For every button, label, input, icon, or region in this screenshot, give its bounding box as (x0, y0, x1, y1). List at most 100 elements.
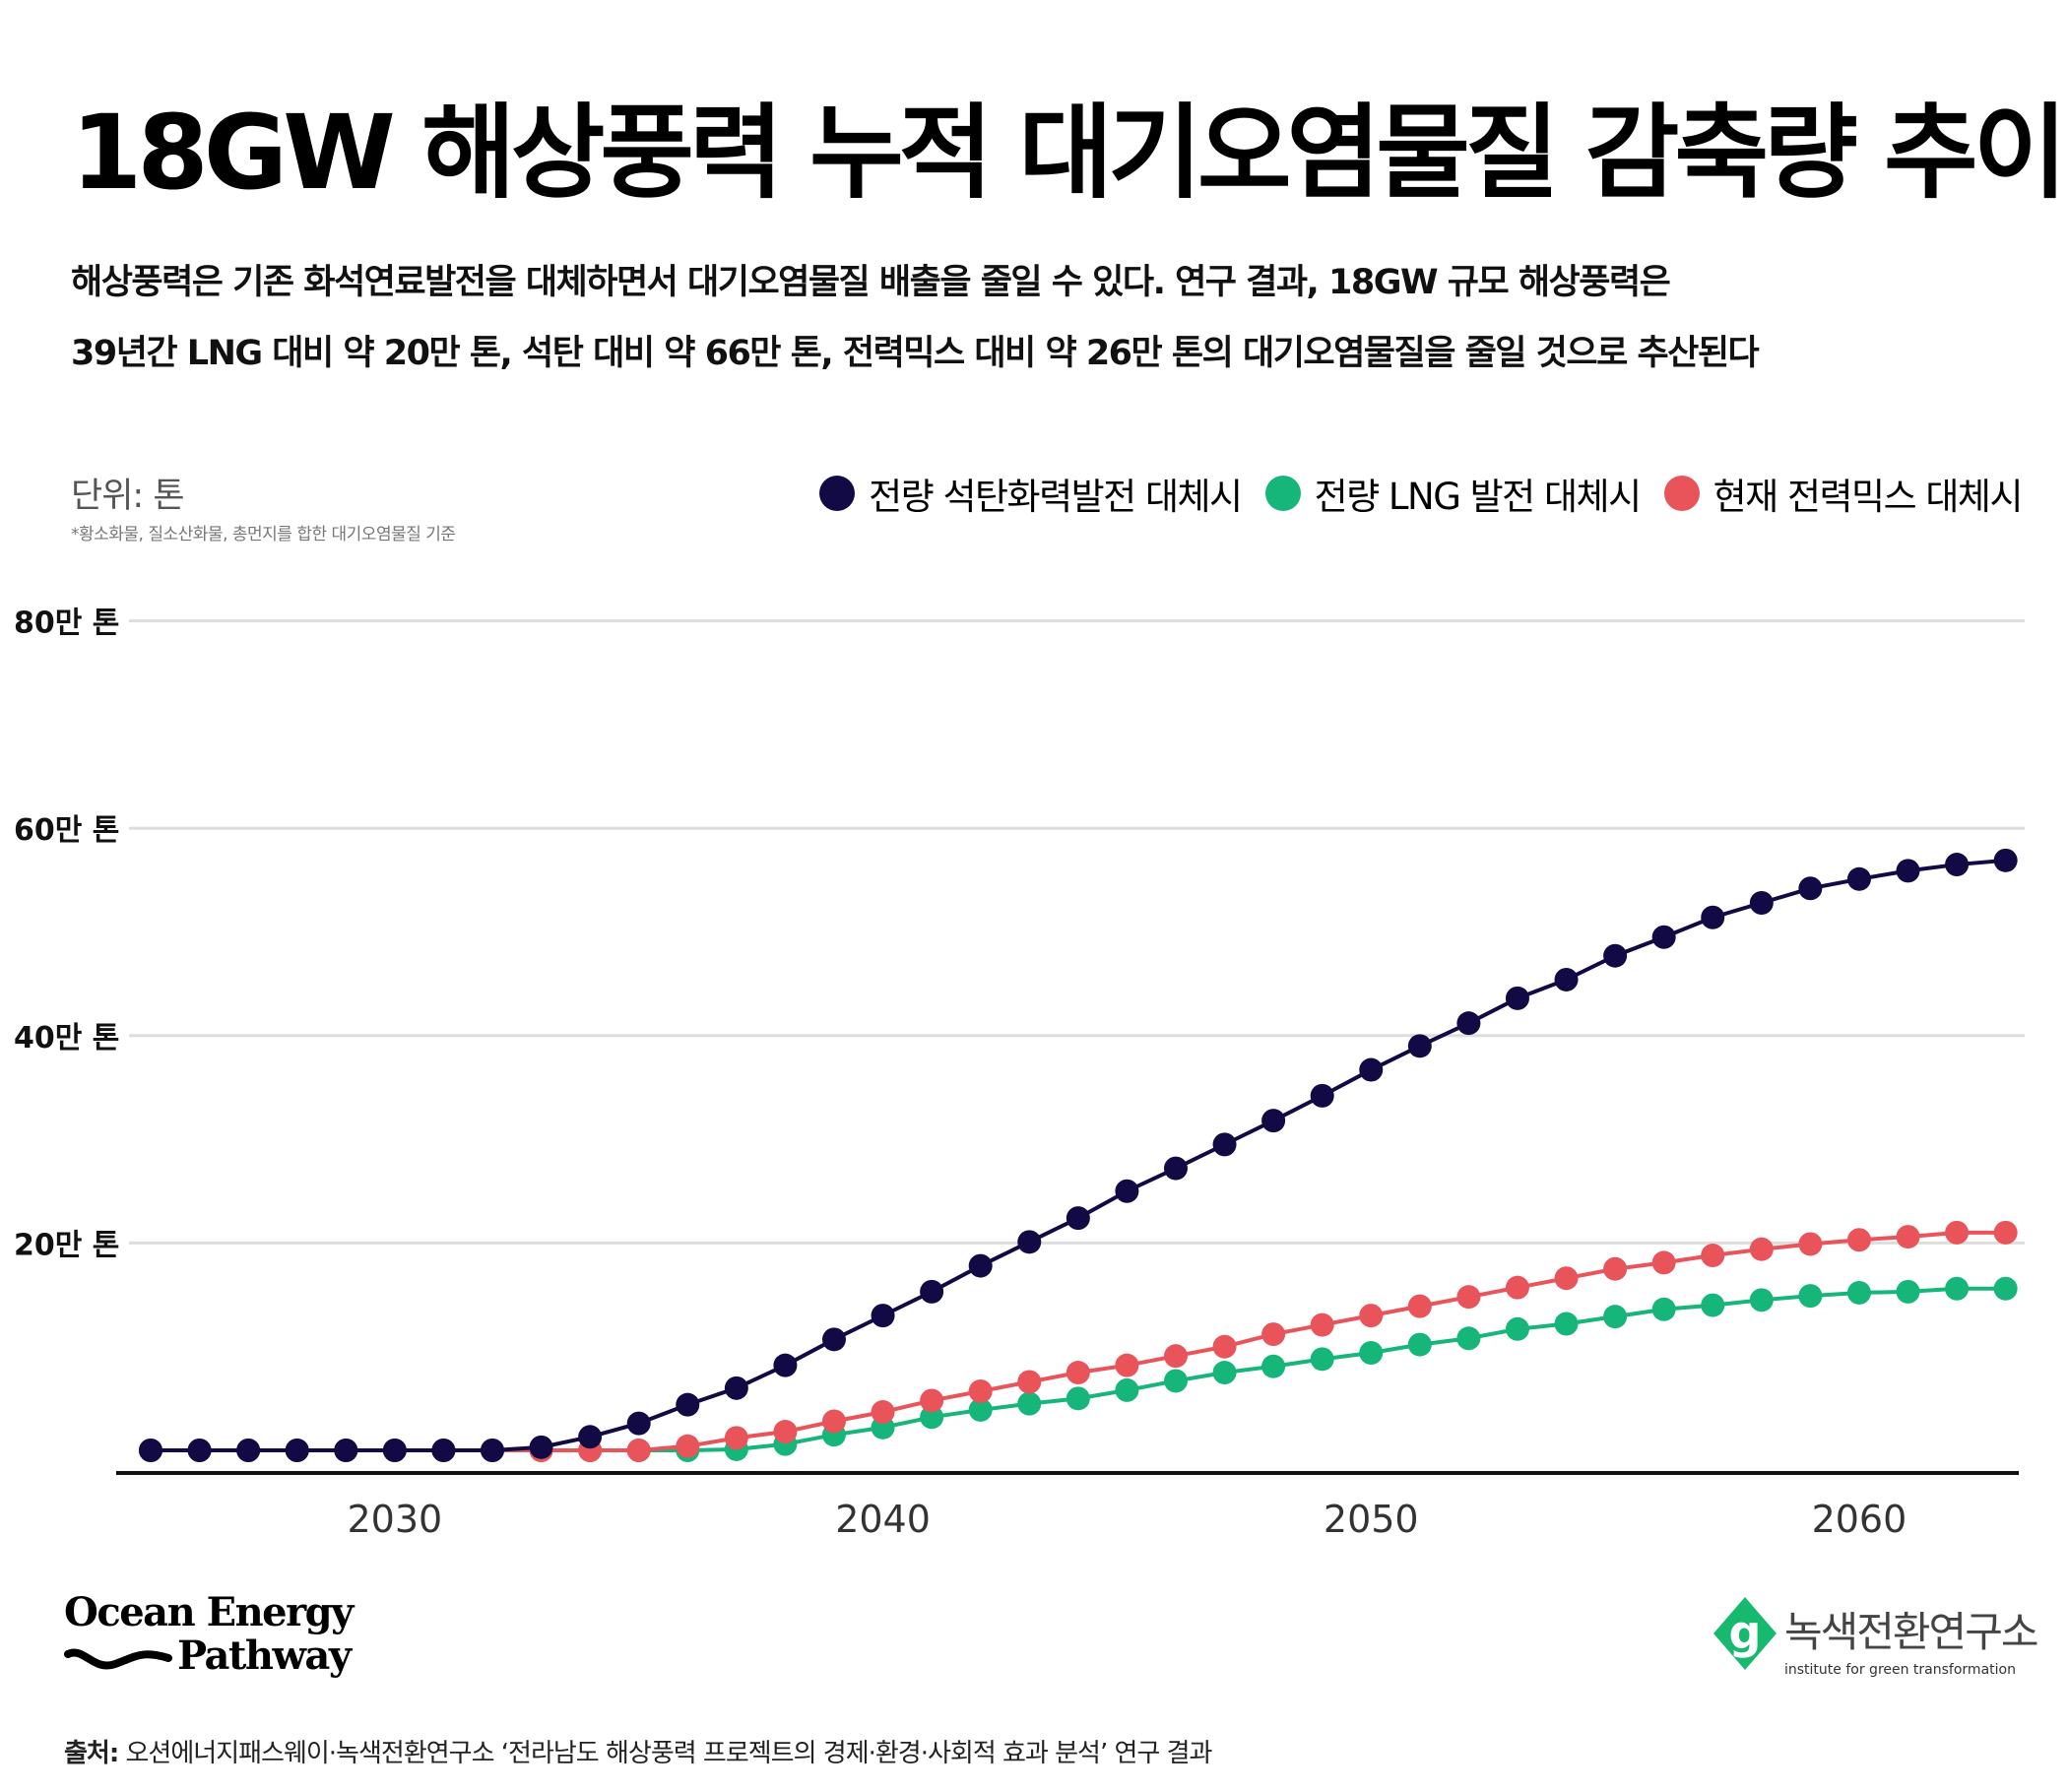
data-point (1993, 1220, 2018, 1245)
data-point (1310, 1312, 1334, 1337)
data-point (1798, 1232, 1823, 1256)
series-line (151, 1230, 2006, 1452)
data-point (1212, 1334, 1237, 1359)
data-point (1701, 1244, 1725, 1268)
data-point (334, 1439, 358, 1462)
data-point (1407, 1294, 1432, 1318)
data-point (920, 1405, 944, 1430)
data-point (1749, 1288, 1774, 1312)
data-point (1749, 1237, 1774, 1261)
y-tick-label: 40만 톤 (14, 1021, 119, 1056)
data-point (431, 1439, 456, 1462)
data-point (1896, 859, 1920, 883)
data-point (1749, 891, 1774, 916)
x-tick-label: 2060 (1812, 1498, 1907, 1541)
data-point (1163, 1369, 1188, 1393)
data-point (871, 1400, 895, 1425)
line-chart: 20만 톤 40만 톤 60만 톤 80만 톤 2030 2040 2050 2060 (14, 607, 2025, 1541)
data-point (1603, 1305, 1628, 1329)
data-point (529, 1435, 553, 1459)
data-point (1115, 1377, 1139, 1402)
data-point (676, 1434, 700, 1458)
data-point (1798, 876, 1823, 901)
data-point (1407, 1034, 1432, 1058)
data-point (1798, 1284, 1823, 1309)
x-tick-label: 2050 (1324, 1498, 1419, 1541)
x-tick-label: 2040 (835, 1498, 931, 1541)
data-point (1163, 1344, 1188, 1369)
data-point (724, 1376, 748, 1400)
data-point (1359, 1304, 1384, 1328)
data-point (1359, 1057, 1384, 1082)
data-point (1603, 1256, 1628, 1281)
data-point (1115, 1353, 1139, 1377)
data-point (139, 1439, 162, 1462)
data-point (1212, 1132, 1237, 1157)
ocean-energy-pathway-logo: Ocean Energy Pathway (64, 1591, 354, 1679)
wave-icon (64, 1648, 172, 1670)
data-point (382, 1439, 407, 1462)
hexagon-g-icon: g (1713, 1597, 1777, 1670)
igt-logo: g 녹색전환연구소 institute for green transforma… (1713, 1597, 2038, 1678)
data-point (1163, 1156, 1188, 1181)
data-point (968, 1253, 993, 1278)
data-point (773, 1353, 798, 1377)
data-point (773, 1420, 798, 1444)
data-point (676, 1392, 700, 1417)
legend-label: 전량 석탄화력발전 대체시 (869, 476, 1243, 518)
data-point (1505, 986, 1529, 1010)
legend-label: 현재 전력믹스 대체시 (1713, 476, 2024, 518)
data-point (1554, 967, 1579, 992)
data-point (1846, 1228, 1871, 1252)
logo-subtext: institute for green transformation (1784, 1662, 2016, 1678)
unit-label: 단위: 톤 (71, 477, 185, 516)
data-point (1066, 1386, 1090, 1411)
data-point (1066, 1206, 1090, 1231)
data-point (1017, 1230, 1042, 1254)
data-point (1261, 1109, 1286, 1133)
legend-item-coal: 전량 석탄화력발전 대체시 (819, 467, 1243, 520)
data-point (1896, 1279, 1920, 1304)
legend-dot-icon (1663, 476, 1700, 511)
data-point (920, 1279, 944, 1304)
page-title: 18GW 해상풍력 누적 대기오염물질 감축량 추이 (71, 93, 2067, 213)
data-point (920, 1388, 944, 1413)
data-point (1407, 1332, 1432, 1357)
data-point (1212, 1361, 1237, 1385)
data-point (1359, 1341, 1384, 1366)
data-point (1603, 943, 1628, 968)
data-point (187, 1439, 212, 1462)
data-point (1945, 853, 1970, 877)
footnote: *황소화물, 질소산화물, 총먼지를 합한 대기오염물질 기준 (71, 525, 456, 544)
y-tick-label: 60만 톤 (14, 813, 119, 848)
subtitle-line-1: 해상풍력은 기존 화석연료발전을 대체하면서 대기오염물질 배출을 줄일 수 있… (71, 263, 1671, 302)
data-point (821, 1327, 846, 1352)
data-point (1310, 1347, 1334, 1372)
data-point (236, 1439, 261, 1462)
data-point (1651, 1250, 1676, 1275)
data-point (1017, 1391, 1042, 1416)
data-point (821, 1409, 846, 1434)
data-point (1896, 1225, 1920, 1249)
y-tick-label: 80만 톤 (14, 607, 119, 641)
data-point (1456, 1285, 1481, 1310)
data-point (1554, 1312, 1579, 1336)
data-point (1066, 1361, 1090, 1385)
source-text: 오션에너지패스웨이·녹색전환연구소 ‘전라남도 해상풍력 프로젝트의 경제·환경… (118, 1739, 1213, 1768)
data-point (1456, 1326, 1481, 1351)
data-point (1456, 1011, 1481, 1036)
data-point (1554, 1266, 1579, 1291)
data-point (626, 1439, 651, 1462)
subtitle-line-2: 39년간 LNG 대비 약 20만 톤, 석탄 대비 약 66만 톤, 전력믹스… (71, 334, 1760, 373)
data-point (1993, 1276, 2018, 1301)
x-tick-label: 2030 (347, 1498, 442, 1541)
logo-text: Pathway (177, 1632, 352, 1679)
data-point (1846, 866, 1871, 891)
legend-item-mix: 현재 전력믹스 대체시 (1663, 467, 2024, 520)
data-point (1846, 1280, 1871, 1305)
data-point (1701, 905, 1725, 929)
data-point (1945, 1220, 1970, 1245)
data-point (626, 1411, 651, 1436)
logo-text: 녹색전환연구소 (1784, 1608, 2038, 1656)
data-point (1651, 925, 1676, 949)
